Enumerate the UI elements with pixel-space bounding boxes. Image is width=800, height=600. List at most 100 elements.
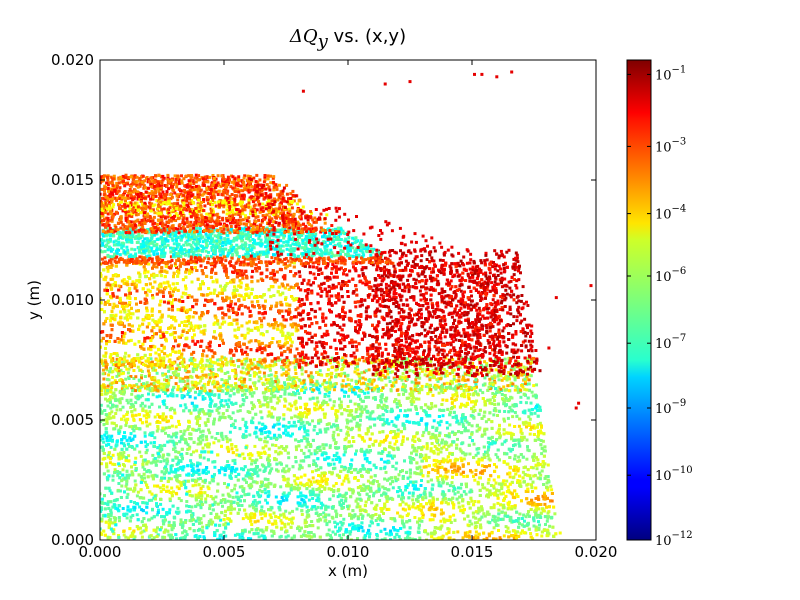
data-point: [213, 531, 217, 535]
data-point: [211, 479, 215, 483]
data-point: [314, 468, 318, 472]
data-point: [154, 463, 158, 467]
data-point: [517, 424, 521, 428]
data-point: [432, 419, 436, 423]
data-point: [461, 451, 465, 455]
data-point: [336, 495, 340, 499]
data-point: [474, 516, 478, 520]
data-point: [393, 519, 397, 523]
data-point: [188, 395, 192, 399]
data-point: [357, 394, 361, 398]
data-point: [368, 532, 372, 536]
data-point: [209, 512, 213, 515]
data-point: [491, 440, 495, 443]
data-point: [488, 521, 492, 525]
data-point: [129, 406, 133, 409]
data-point: [212, 420, 216, 424]
data-point: [517, 438, 521, 442]
data-point: [371, 482, 375, 486]
data-point: [530, 408, 534, 411]
data-point: [338, 533, 342, 537]
data-point: [444, 518, 448, 522]
data-point: [546, 475, 550, 478]
data-point: [490, 492, 494, 496]
data-point: [409, 471, 413, 475]
data-point: [508, 423, 512, 427]
data-point: [474, 534, 478, 538]
data-point: [139, 488, 143, 492]
data-point: [354, 410, 358, 414]
data-point: [540, 469, 544, 473]
data-point: [407, 507, 411, 511]
data-point: [158, 449, 162, 453]
data-point: [116, 473, 120, 477]
data-point: [319, 466, 323, 470]
data-point: [517, 455, 521, 459]
data-point: [216, 537, 220, 540]
data-point: [376, 523, 380, 527]
data-point: [454, 414, 458, 418]
data-point: [480, 456, 484, 460]
data-point: [100, 497, 104, 501]
data-point: [490, 442, 494, 446]
data-point: [132, 489, 136, 493]
data-point: [108, 401, 112, 404]
data-point: [428, 494, 432, 498]
data-point: [443, 474, 447, 478]
data-point: [290, 517, 294, 521]
data-point: [301, 420, 305, 424]
data-point: [487, 418, 491, 422]
data-point: [154, 460, 158, 464]
data-point: [349, 538, 353, 540]
data-point: [360, 487, 364, 490]
data-point: [287, 491, 291, 495]
data-point: [521, 437, 525, 441]
data-point: [143, 404, 147, 408]
data-point: [407, 396, 411, 400]
data-point: [175, 537, 178, 540]
data-point: [294, 482, 298, 486]
data-point: [346, 420, 350, 424]
data-point: [115, 498, 119, 502]
data-point: [248, 504, 252, 508]
data-point: [371, 396, 375, 400]
data-point: [250, 459, 254, 463]
data-point: [125, 516, 129, 520]
data-point: [536, 462, 540, 466]
data-point: [283, 525, 287, 529]
data-point: [265, 501, 269, 505]
data-point: [177, 459, 181, 463]
data-point: [145, 470, 149, 474]
data-point: [317, 487, 321, 490]
data-point: [518, 479, 522, 483]
data-point: [336, 433, 340, 437]
data-point: [420, 446, 424, 450]
data-point: [303, 530, 307, 534]
data-point: [118, 464, 121, 467]
data-point: [421, 513, 425, 517]
data-point: [413, 471, 417, 475]
data-point: [194, 498, 198, 502]
data-point: [305, 515, 309, 519]
data-point: [473, 500, 477, 503]
data-point: [400, 497, 403, 501]
data-point: [131, 427, 135, 430]
data-point: [535, 456, 538, 460]
data-point: [223, 416, 227, 420]
data-point: [294, 438, 298, 442]
data-point: [421, 505, 425, 509]
data-point: [321, 443, 325, 447]
data-point: [470, 424, 474, 428]
data-point: [514, 438, 518, 442]
data-point: [198, 454, 202, 457]
data-point: [107, 474, 111, 478]
data-point: [291, 509, 294, 513]
data-point: [205, 435, 208, 439]
data-point: [532, 516, 536, 520]
data-point: [210, 435, 214, 439]
data-point: [117, 457, 121, 461]
data-point: [161, 535, 165, 539]
data-point: [216, 489, 220, 493]
data-point: [308, 524, 312, 528]
data-point: [114, 404, 118, 408]
